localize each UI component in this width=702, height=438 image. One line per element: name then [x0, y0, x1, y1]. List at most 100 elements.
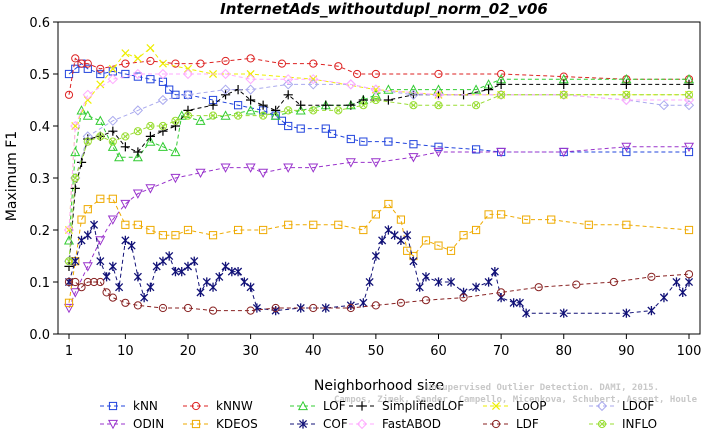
legend: kNN kNNW LOF SimplifiedLOF LoOP LDOF ODIN KDEOS… — [100, 399, 657, 431]
data-point-odin — [258, 168, 269, 179]
legend-item-loop: LoOP — [483, 399, 547, 413]
data-point-knn — [277, 116, 287, 125]
data-point-inflo — [108, 137, 117, 146]
data-point-ldf — [108, 293, 117, 302]
series-odin — [63, 142, 695, 314]
data-point-ldof — [683, 100, 695, 111]
data-point-inflo — [334, 106, 343, 115]
data-point-knnw — [352, 69, 362, 79]
data-point-kdeos — [547, 215, 556, 224]
data-point-cof — [227, 267, 236, 277]
data-point-cof — [190, 256, 199, 266]
legend-label: kNNW — [216, 399, 253, 413]
series-kdeos — [64, 194, 694, 307]
data-point-inflo — [71, 173, 80, 183]
data-point-ldf — [158, 303, 168, 313]
legend-item-kdeos: KDEOS — [183, 417, 258, 431]
data-point-odin — [220, 163, 231, 173]
data-point-knnw — [221, 56, 230, 66]
data-point-knn — [409, 140, 418, 149]
y-axis-title: Maximum F1 — [4, 131, 20, 221]
data-point-inflo — [359, 101, 368, 110]
data-point-ldf — [396, 298, 406, 307]
data-point-fastabod — [345, 79, 356, 90]
data-point-knn — [346, 134, 355, 144]
data-point-kdeos — [459, 231, 468, 240]
data-point-knn — [121, 69, 130, 79]
data-point-cof — [559, 308, 568, 318]
data-point-odin — [308, 163, 319, 173]
legend-label: LOF — [323, 399, 346, 413]
y-tick-label: 0.4 — [29, 120, 50, 135]
data-point-inflo — [684, 90, 694, 99]
legend-label: LoOP — [516, 399, 547, 413]
data-point-loop — [246, 69, 255, 79]
data-point-cof — [152, 261, 161, 271]
data-point-cof — [509, 298, 518, 308]
y-tick-label: 0.5 — [29, 68, 50, 83]
data-point-ldf — [684, 270, 694, 279]
data-point-knn — [71, 64, 80, 73]
data-point-loop — [108, 64, 117, 73]
legend-swatch-marker — [107, 419, 119, 430]
data-point-cof — [77, 235, 86, 245]
data-point-odin — [408, 153, 419, 163]
data-point-inflo — [233, 111, 243, 120]
legend-swatch-marker — [191, 401, 201, 411]
data-point-kdeos — [284, 220, 293, 229]
data-point-cof — [158, 256, 167, 266]
data-point-loop — [83, 95, 92, 105]
data-point-fastabod — [132, 68, 143, 80]
data-point-ldof — [82, 131, 93, 142]
data-point-lof — [270, 110, 281, 120]
data-point-knnw — [171, 59, 180, 68]
data-point-knn — [165, 85, 174, 94]
data-point-knnw — [334, 62, 343, 71]
data-point-kdeos — [434, 241, 443, 250]
y-tick-label: 0.6 — [29, 16, 50, 31]
data-point-simplifiedlof — [559, 79, 569, 89]
data-point-cof — [365, 277, 374, 287]
data-point-simplifiedlof — [684, 79, 694, 89]
data-point-fastabod — [220, 68, 231, 80]
data-point-fastabod — [182, 68, 194, 80]
data-point-knnw — [309, 59, 318, 68]
data-point-ldof — [107, 115, 118, 126]
data-point-inflo — [133, 127, 142, 136]
data-point-kdeos — [121, 220, 130, 229]
data-point-lof — [132, 151, 143, 162]
data-point-kdeos — [259, 225, 268, 235]
data-point-simplifiedlof — [496, 79, 506, 89]
data-point-cof — [622, 308, 631, 318]
data-point-odin — [370, 158, 381, 168]
data-point-ldf — [183, 303, 193, 313]
data-point-ldf — [459, 293, 468, 302]
data-point-simplifiedlof — [483, 85, 494, 95]
data-point-inflo — [64, 257, 74, 266]
data-point-inflo — [284, 106, 293, 115]
data-point-knnw — [371, 69, 380, 79]
data-point-knnw — [64, 90, 74, 99]
data-point-simplifiedlof — [70, 183, 80, 193]
data-point-cof — [359, 298, 368, 308]
data-point-kdeos — [522, 215, 531, 224]
data-point-cof — [177, 267, 186, 277]
x-tick-label: 10 — [117, 344, 134, 359]
citation-watermark-line-1: Campos, Zimek, Sander, Campello, Micenko… — [334, 394, 698, 405]
data-point-kdeos — [233, 225, 243, 235]
legend-item-lof: LOF — [290, 399, 346, 413]
data-point-cof — [421, 272, 431, 282]
data-point-lof — [95, 115, 106, 125]
data-point-odin — [170, 173, 181, 184]
series-line-inflo — [68, 94, 689, 262]
data-point-ldof — [245, 84, 256, 95]
data-point-fastabod — [245, 74, 256, 85]
legend-item-ldof: LDOF — [589, 399, 654, 413]
data-point-kdeos — [83, 205, 92, 214]
data-point-odin — [63, 303, 75, 314]
legend-swatch-marker — [357, 401, 367, 411]
data-point-kdeos — [421, 236, 431, 245]
data-point-knn — [359, 137, 368, 146]
